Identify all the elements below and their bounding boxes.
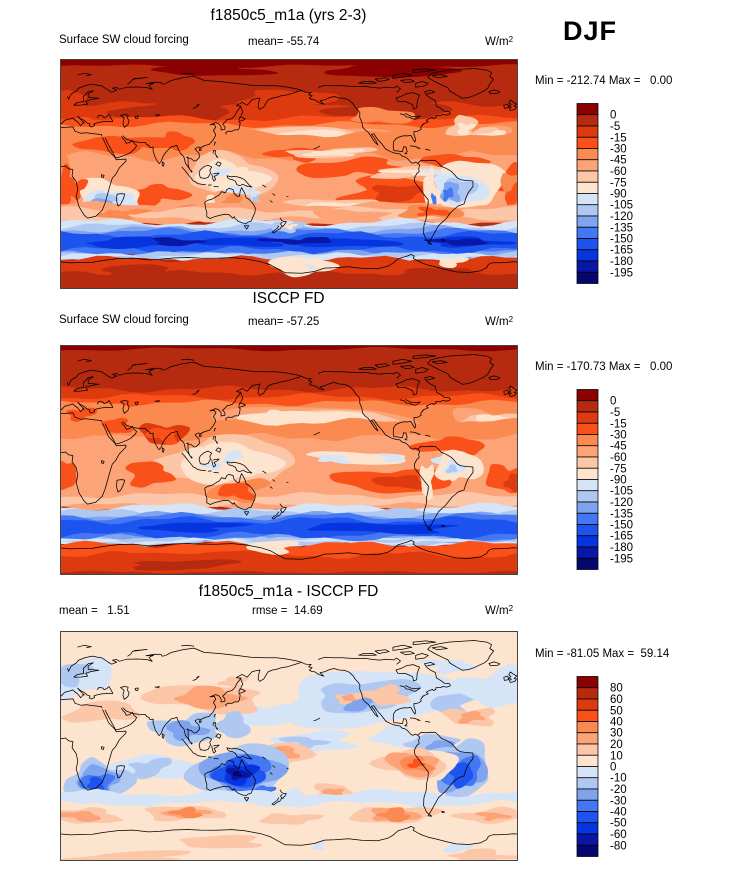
svg-text:-165: -165	[610, 531, 633, 543]
svg-text:-5: -5	[610, 121, 620, 133]
svg-text:-180: -180	[610, 542, 633, 554]
svg-text:-135: -135	[610, 508, 633, 520]
svg-text:-150: -150	[610, 520, 633, 532]
svg-text:-60: -60	[610, 452, 627, 464]
svg-text:-195: -195	[610, 553, 633, 565]
svg-text:-150: -150	[610, 234, 633, 246]
svg-text:-90: -90	[610, 189, 627, 201]
svg-text:-30: -30	[610, 144, 627, 156]
svg-text:-195: -195	[610, 267, 633, 279]
svg-text:-75: -75	[610, 463, 627, 475]
svg-text:-90: -90	[610, 475, 627, 487]
svg-text:30: 30	[610, 728, 623, 740]
svg-text:-105: -105	[610, 486, 633, 498]
svg-text:-120: -120	[610, 497, 633, 509]
svg-text:0: 0	[610, 762, 616, 774]
svg-text:-120: -120	[610, 211, 633, 223]
svg-text:60: 60	[610, 694, 623, 706]
svg-text:40: 40	[610, 717, 623, 729]
svg-text:80: 80	[610, 683, 623, 695]
svg-text:-80: -80	[610, 840, 627, 852]
svg-text:-45: -45	[610, 155, 627, 167]
svg-text:50: 50	[610, 705, 623, 717]
svg-text:-30: -30	[610, 430, 627, 442]
svg-text:-165: -165	[610, 245, 633, 257]
svg-text:-15: -15	[610, 132, 627, 144]
svg-text:-60: -60	[610, 166, 627, 178]
svg-text:-60: -60	[610, 829, 627, 841]
svg-text:-180: -180	[610, 256, 633, 268]
svg-text:-50: -50	[610, 818, 627, 830]
svg-text:0: 0	[610, 396, 616, 408]
svg-text:-135: -135	[610, 222, 633, 234]
svg-text:-45: -45	[610, 441, 627, 453]
svg-text:10: 10	[610, 750, 623, 762]
svg-text:-20: -20	[610, 784, 627, 796]
svg-text:20: 20	[610, 739, 623, 751]
svg-text:-75: -75	[610, 177, 627, 189]
svg-text:-15: -15	[610, 418, 627, 430]
svg-text:-10: -10	[610, 773, 627, 785]
svg-text:-105: -105	[610, 200, 633, 212]
svg-text:-30: -30	[610, 795, 627, 807]
svg-text:-40: -40	[610, 807, 627, 819]
svg-text:0: 0	[610, 110, 616, 122]
svg-text:-5: -5	[610, 407, 620, 419]
